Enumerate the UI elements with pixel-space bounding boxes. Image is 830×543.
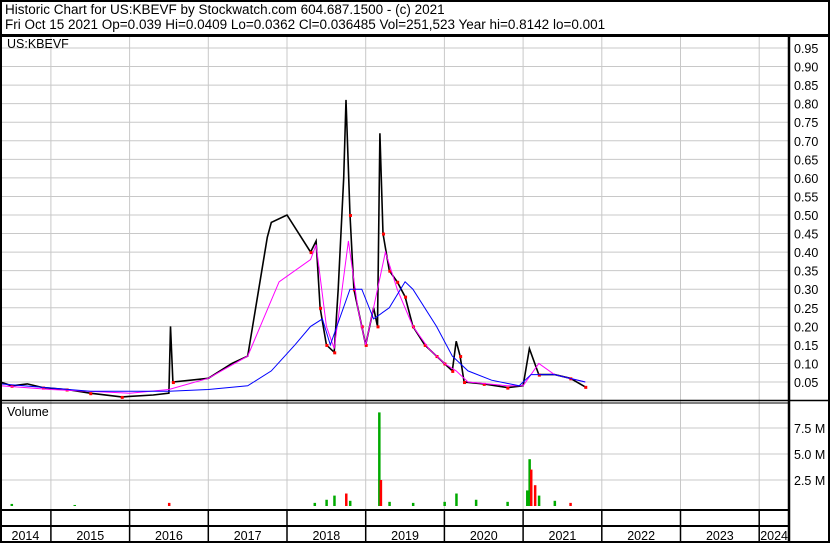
volume-tick-label: 5.0 M	[794, 448, 825, 462]
volume-bar	[474, 499, 478, 506]
price-tick-label: 0.05	[794, 376, 818, 390]
price-tick-label: 0.55	[794, 190, 818, 204]
x-tick-label: 2020	[470, 529, 498, 543]
volume-bar	[313, 502, 317, 506]
price-tick-label: 0.85	[794, 79, 818, 93]
volume-bar	[345, 493, 348, 506]
price-down-point	[463, 381, 467, 385]
price-down-point	[537, 373, 541, 377]
volume-bar	[167, 502, 171, 506]
volume-panel-title: Volume	[7, 405, 49, 419]
price-down-point	[89, 392, 93, 396]
quote-line: Fri Oct 15 2021 Op=0.039 Hi=0.0409 Lo=0.…	[5, 17, 606, 32]
x-tick-label: 2019	[391, 529, 419, 543]
price-down-point	[42, 386, 46, 390]
volume-bar	[378, 412, 381, 506]
volume-bar	[533, 485, 537, 506]
volume-bar	[443, 501, 446, 506]
x-tick-label: 2021	[549, 529, 577, 543]
volume-bar	[348, 500, 352, 506]
x-tick-label: 2023	[706, 529, 734, 543]
x-tick-label: 2018	[312, 529, 340, 543]
price-tick-label: 0.25	[794, 302, 818, 316]
price-down-point	[364, 343, 368, 347]
price-down-point	[423, 343, 427, 347]
volume-tick-label: 2.5 M	[794, 474, 825, 488]
price-tick-label: 0.45	[794, 228, 818, 242]
chart-title: Historic Chart for US:KBEVF by Stockwatc…	[5, 2, 445, 17]
price-tick-label: 0.95	[794, 42, 818, 56]
price-tick-label: 0.80	[794, 98, 818, 112]
price-down-point	[319, 306, 323, 310]
volume-bar	[553, 500, 557, 506]
x-tick-label: 2015	[76, 529, 104, 543]
price-down-point	[482, 382, 486, 386]
price-panel-title: US:KBEVF	[7, 37, 69, 51]
volume-bar	[379, 480, 383, 506]
volume-bar	[506, 501, 509, 506]
price-down-point	[382, 232, 386, 236]
price-down-point	[120, 395, 124, 399]
x-tick-label: 2017	[234, 529, 262, 543]
price-down-point	[404, 295, 408, 299]
volume-bar	[73, 504, 77, 506]
price-tick-label: 0.65	[794, 153, 818, 167]
price-down-point	[325, 343, 329, 347]
price-line	[0, 99, 586, 398]
price-down-point	[348, 214, 352, 217]
volume-bar	[333, 495, 336, 506]
price-down-point	[451, 369, 455, 373]
volume-bar	[569, 502, 572, 506]
price-tick-label: 0.30	[794, 283, 818, 297]
price-down-point	[171, 381, 175, 385]
chart-header: Historic Chart for US:KBEVF by Stockwatc…	[0, 0, 830, 37]
x-tick-label: 2022	[627, 529, 655, 543]
price-tick-label: 0.35	[794, 265, 818, 279]
volume-bar	[411, 502, 415, 506]
price-down-point	[388, 269, 392, 273]
x-tick-label: 2024	[760, 529, 788, 543]
price-tick-label: 0.60	[794, 172, 818, 186]
price-down-point	[309, 251, 313, 255]
price-tick-label: 0.50	[794, 209, 818, 223]
price-tick-label: 0.10	[794, 357, 818, 371]
price-tick-label: 0.20	[794, 320, 818, 334]
price-down-point	[459, 355, 463, 359]
ma_long-line	[0, 281, 586, 392]
volume-bar	[325, 499, 328, 506]
price-down-point	[333, 351, 337, 355]
price-tick-label: 0.75	[794, 116, 818, 130]
volume-tick-label: 7.5 M	[794, 422, 825, 436]
volume-bar	[537, 495, 541, 506]
price-tick-label: 0.70	[794, 135, 818, 149]
volume-bar	[10, 503, 14, 506]
price-tick-label: 0.90	[794, 61, 818, 75]
ma_short-line	[0, 240, 586, 394]
volume-bar	[388, 501, 391, 506]
volume-bar	[529, 469, 533, 506]
price-down-point	[506, 386, 510, 390]
volume-bar	[455, 493, 458, 506]
x-tick-label: 2014	[12, 529, 40, 543]
x-tick-label: 2016	[155, 529, 183, 543]
price-down-point	[396, 280, 400, 284]
price-down-point	[584, 385, 588, 389]
volume-bar	[526, 490, 529, 506]
volume-bar	[528, 459, 531, 506]
price-tick-label: 0.15	[794, 339, 818, 353]
price-down-point	[376, 325, 380, 329]
price-tick-label: 0.40	[794, 246, 818, 260]
price-down-point	[352, 288, 356, 292]
